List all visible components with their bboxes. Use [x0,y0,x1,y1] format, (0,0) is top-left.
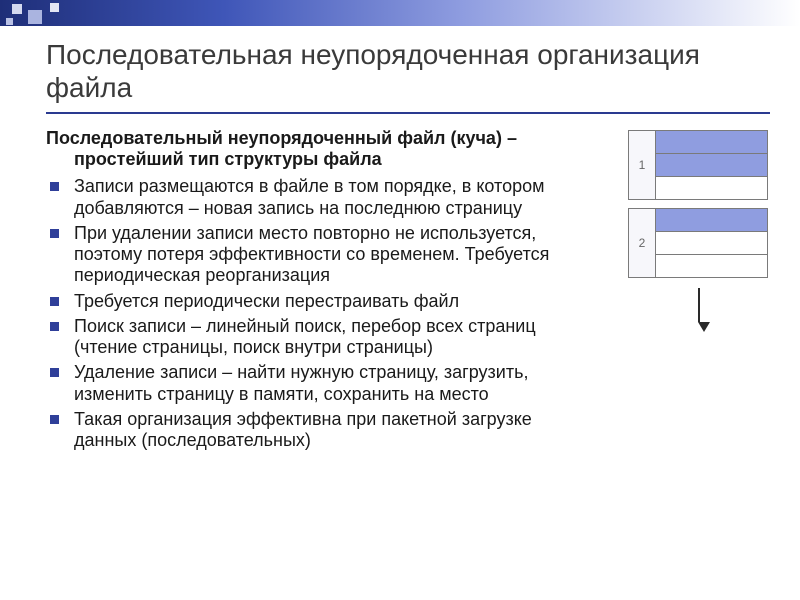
bullet-item: Записи размещаются в файле в том порядке… [46,176,588,218]
bullet-item: При удалении записи место повторно не ис… [46,223,588,287]
slide-title: Последовательная неупорядоченная организ… [46,38,770,104]
accent-square [50,3,59,12]
heap-file-diagram: 1 2 [628,130,768,332]
page-number: 1 [629,131,656,200]
record-slot-empty [656,255,768,278]
record-slot-filled [656,209,768,232]
bullet-item: Такая организация эффективна при пакетно… [46,409,588,451]
record-slot-filled [656,131,768,154]
accent-square [28,10,42,24]
accent-square [12,4,22,14]
page-number: 2 [629,209,656,278]
lead-paragraph: Последовательный неупорядоченный файл (к… [46,128,588,170]
bullet-item: Поиск записи – линейный поиск, перебор в… [46,316,588,358]
bullet-list: Записи размещаются в файле в том порядке… [46,176,588,451]
record-slot-empty [656,177,768,200]
accent-square [6,18,13,25]
body-text: Последовательный неупорядоченный файл (к… [46,128,588,582]
block-gap [628,200,768,208]
page-block-1: 1 [628,130,768,200]
title-underline [46,112,770,114]
bullet-item: Требуется периодически перестраивать фай… [46,291,588,312]
page-block-2: 2 [628,208,768,278]
record-slot-filled [656,154,768,177]
bullet-item: Удаление записи – найти нужную страницу,… [46,362,588,404]
record-slot-empty [656,232,768,255]
top-accent-bar [0,0,800,26]
slide: Последовательная неупорядоченная организ… [0,0,800,600]
